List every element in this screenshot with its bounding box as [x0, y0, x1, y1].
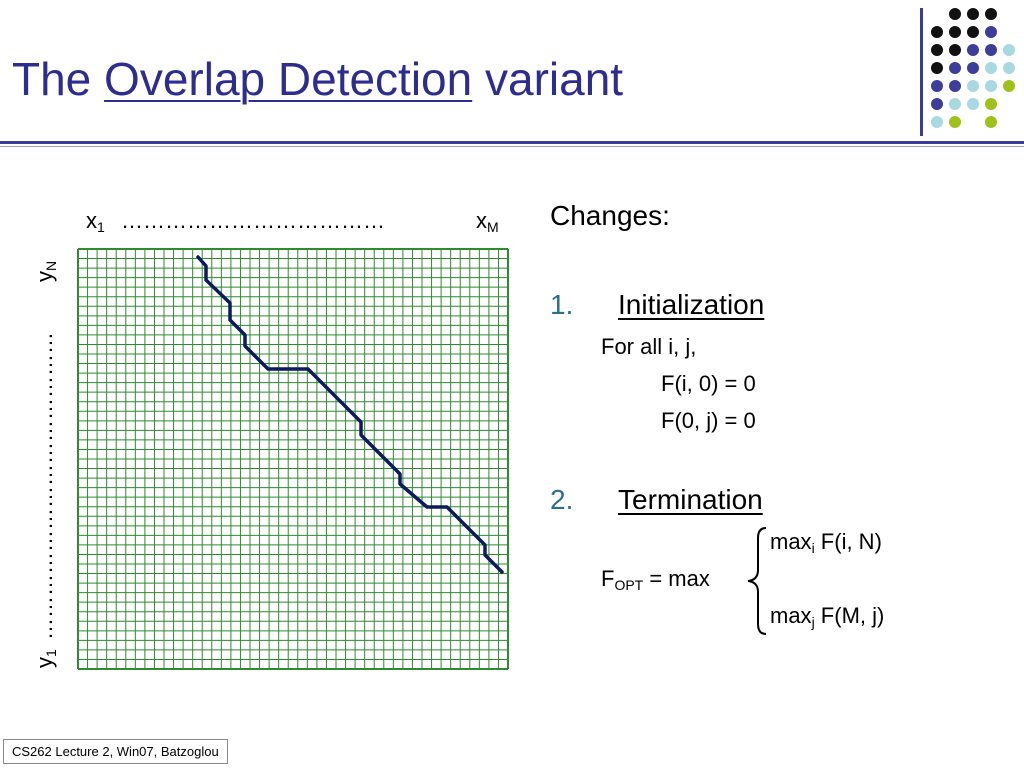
decorative-dot — [949, 8, 961, 20]
decorative-dot — [949, 116, 961, 128]
decorative-dot — [931, 44, 943, 56]
title-suffix: variant — [472, 53, 624, 105]
slide-title: The Overlap Detection variant — [12, 56, 623, 102]
decorative-dot — [985, 98, 997, 110]
decorative-dot — [967, 26, 979, 38]
y-first-label: y1 — [32, 649, 59, 668]
decorative-dot — [985, 26, 997, 38]
header-rule-thin — [0, 146, 1024, 147]
max-over-j: maxj F(M, j) — [770, 603, 885, 630]
x-first-label: x1 — [86, 208, 105, 235]
decorative-dot — [949, 26, 961, 38]
decorative-dot — [967, 44, 979, 56]
decorative-dot — [985, 44, 997, 56]
f-opt-formula: FOPT = max — [601, 566, 710, 593]
grid-lines — [77, 248, 509, 670]
decorative-dot — [1003, 80, 1015, 92]
decorative-dot — [967, 80, 979, 92]
decorative-dot — [1003, 62, 1015, 74]
y-axis-dots: …………………………………… — [32, 332, 57, 640]
decorative-dot — [985, 62, 997, 74]
decorative-dot — [985, 116, 997, 128]
decorative-dot — [931, 116, 943, 128]
init-line-1: For all i, j, — [601, 334, 697, 359]
decorative-dot-grid — [931, 8, 1015, 128]
decorative-dot — [967, 98, 979, 110]
title-link[interactable]: Overlap Detection — [104, 53, 473, 105]
decorative-dot — [931, 26, 943, 38]
y-last-label: yN — [32, 260, 59, 282]
x-last-label: xM — [476, 208, 499, 235]
decorative-dot — [949, 62, 961, 74]
footer-caption: CS262 Lecture 2, Win07, Batzoglou — [3, 739, 228, 764]
decorative-dot — [949, 44, 961, 56]
decorative-dot — [967, 62, 979, 74]
changes-heading: Changes: — [550, 200, 670, 231]
header-vertical-rule — [920, 8, 923, 136]
max-over-i: maxi F(i, N) — [770, 529, 882, 556]
item1-number: 1. — [550, 289, 574, 320]
item2-label[interactable]: Termination — [618, 484, 763, 515]
dp-matrix-grid — [77, 248, 509, 670]
decorative-dot — [985, 80, 997, 92]
x-axis-dots: ……………………………… — [121, 208, 385, 233]
decorative-dot — [949, 98, 961, 110]
item2-number: 2. — [550, 484, 574, 515]
init-line-3: F(0, j) = 0 — [661, 408, 756, 433]
decorative-dot — [967, 8, 979, 20]
title-prefix: The — [12, 53, 105, 105]
header-rule — [0, 141, 1024, 144]
decorative-dot — [931, 62, 943, 74]
item1-label[interactable]: Initialization — [618, 289, 765, 320]
decorative-dot — [949, 80, 961, 92]
decorative-dot — [985, 8, 997, 20]
alignment-path — [196, 255, 504, 574]
left-brace — [747, 527, 767, 635]
init-line-2: F(i, 0) = 0 — [661, 371, 756, 396]
decorative-dot — [931, 80, 943, 92]
decorative-dot — [1003, 44, 1015, 56]
decorative-dot — [931, 98, 943, 110]
